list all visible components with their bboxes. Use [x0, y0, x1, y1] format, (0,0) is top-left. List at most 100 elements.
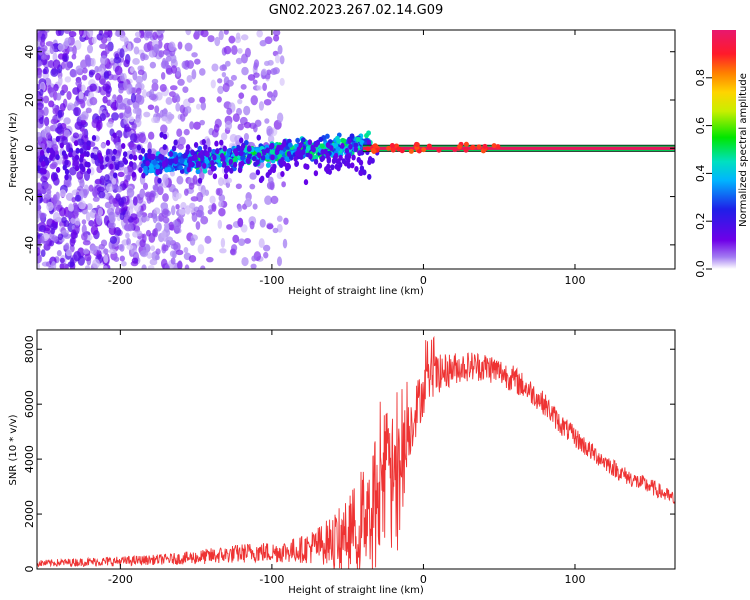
spectrogram-cell: [194, 30, 200, 35]
spectrogram-cell: [161, 230, 167, 239]
spectrogram-y-axis-label: Frequency (Hz): [8, 112, 19, 188]
spectrogram-cell: [469, 145, 475, 151]
spectrogram-cell: [287, 142, 293, 148]
spectrogram-cell: [252, 79, 258, 85]
spectrogram-cell: [147, 265, 155, 269]
spectrogram-cell: [99, 78, 106, 86]
spectrogram-cell: [390, 147, 396, 153]
spectrogram-cell: [81, 224, 87, 235]
spectrogram-cell: [123, 59, 130, 68]
spectrogram-cell: [186, 74, 193, 83]
spectrogram-cell: [147, 131, 155, 140]
spectrogram-cell: [60, 263, 69, 269]
spectrogram-cell: [126, 84, 132, 95]
spectrogram-cell: [75, 80, 82, 87]
spectrogram-cell: [86, 30, 94, 39]
spectrogram-cell: [177, 144, 184, 150]
spectrogram-cell: [137, 69, 145, 76]
spectrogram-cell: [37, 196, 40, 207]
spectrogram-cell: [41, 53, 47, 61]
spectrogram-cell: [222, 82, 230, 93]
spectrogram-cell: [212, 154, 217, 161]
spectrogram-cell: [237, 204, 243, 212]
spectrogram-cell: [196, 191, 204, 203]
spectrogram-cell: [165, 264, 170, 269]
spectrogram-cell: [109, 163, 114, 170]
spectrogram-cell: [273, 34, 280, 42]
spectrogram-cell: [37, 69, 42, 79]
spectrogram-cell: [214, 36, 221, 47]
spectrogram-cell: [197, 244, 205, 255]
spectrogram-cell: [133, 46, 140, 55]
spectrogram-cell: [88, 184, 94, 192]
spectrogram-cell: [216, 96, 222, 103]
spectrogram-cell: [202, 168, 208, 174]
spectrogram-cell: [119, 72, 125, 82]
spectrogram-cell: [334, 135, 340, 141]
spectrogram-cell: [40, 176, 48, 183]
spectrogram-cell: [310, 144, 315, 151]
spectrogram-cell: [39, 116, 44, 125]
spectrogram-cell: [79, 156, 84, 163]
spectrogram-cell: [37, 30, 43, 38]
spectrogram-cell: [351, 154, 356, 161]
spectrogram-cell: [154, 254, 160, 261]
spectrogram-cell: [152, 160, 158, 166]
spectrogram-cell: [355, 136, 361, 143]
spectrogram-cell: [199, 119, 205, 126]
spectrogram-cell: [140, 52, 146, 62]
spectrogram-cell: [142, 89, 147, 99]
spectrogram-cell: [226, 107, 233, 115]
spectrogram-cell: [162, 133, 168, 140]
spectrogram-cell: [139, 189, 145, 198]
spectrogram-cell: [206, 256, 214, 263]
spectrogram-cell: [82, 240, 91, 246]
spectrogram-cell: [234, 150, 239, 157]
spectrogram-cell: [149, 89, 155, 97]
spectrogram-cell: [90, 57, 96, 67]
spectrogram-cell: [202, 162, 207, 169]
spectrogram-cell: [95, 72, 101, 81]
spectrogram-cell: [217, 162, 223, 168]
snr-series-line: [37, 335, 675, 569]
spectrogram-cell: [37, 172, 42, 179]
spectrogram-cell: [241, 256, 249, 267]
spectrogram-cell: [334, 163, 339, 170]
spectrogram-cell: [68, 151, 73, 158]
snr-y-tick-label: 0: [23, 566, 36, 573]
spectrogram-cell: [476, 144, 482, 150]
spectrogram-cell: [70, 217, 77, 224]
spectrogram-cell: [258, 238, 265, 249]
spectrogram-cell: [64, 174, 69, 181]
spectrogram-cell: [250, 263, 257, 269]
snr-y-tick-label: 8000: [23, 335, 36, 363]
spectrogram-cell: [175, 203, 180, 210]
spectrogram-cell: [303, 179, 309, 186]
spectrogram-cell: [57, 109, 63, 119]
spectrogram-cell: [121, 143, 126, 150]
spectrogram-cell: [185, 205, 191, 215]
spectrogram-cell: [118, 87, 124, 94]
spectrogram-cell: [280, 170, 285, 177]
spectrogram-cell: [186, 166, 192, 173]
spectrogram-cell: [127, 141, 135, 148]
spectrogram-cell: [177, 41, 183, 50]
colorbar-tick-label: 0.4: [694, 165, 707, 183]
spectrogram-cell: [40, 249, 46, 257]
spectrogram-cell: [119, 48, 125, 59]
spectrogram-cell: [105, 139, 111, 146]
spectrogram-cell: [239, 150, 244, 157]
spectrogram-cell: [367, 173, 372, 180]
spectrogram-cell: [216, 187, 223, 196]
spectrogram-cell: [235, 32, 241, 40]
spectrogram-cell: [482, 143, 488, 149]
spectrogram-cell: [226, 148, 232, 154]
spectrogram-cell: [284, 156, 290, 162]
spectrogram-cell: [303, 163, 308, 170]
spectrogram-cell: [64, 168, 70, 175]
spectrogram-cell: [179, 158, 185, 164]
spectrogram-cell: [74, 165, 80, 172]
spectrogram-cell: [293, 155, 298, 162]
spectrogram-cell: [170, 257, 176, 265]
